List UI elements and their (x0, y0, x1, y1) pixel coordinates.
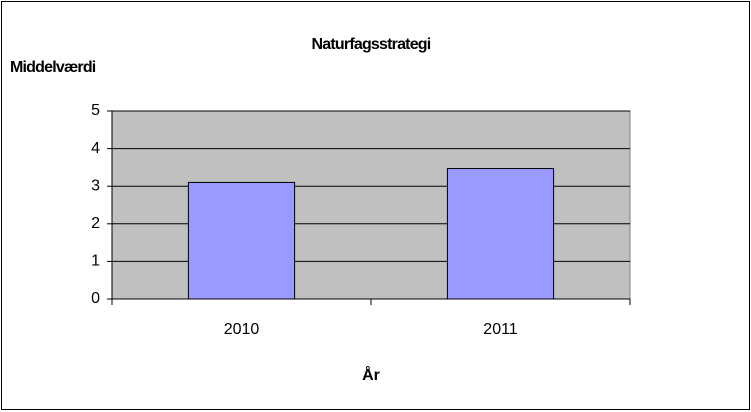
y-tick-label: 0 (91, 290, 100, 307)
bar (446, 168, 555, 300)
y-tick-label: 4 (91, 140, 100, 157)
chart-title: Naturfagsstrategi (312, 36, 431, 53)
x-axis-label: År (362, 365, 380, 384)
x-tick-label: 2011 (483, 321, 518, 338)
y-axis-label: Middelværdi (10, 59, 96, 76)
y-tick-label: 2 (91, 215, 100, 232)
y-tick-label: 3 (91, 177, 100, 194)
bar (187, 181, 296, 300)
x-tick-label: 2010 (224, 321, 260, 338)
y-tick-label: 1 (91, 253, 100, 270)
y-tick-label: 5 (91, 102, 100, 119)
